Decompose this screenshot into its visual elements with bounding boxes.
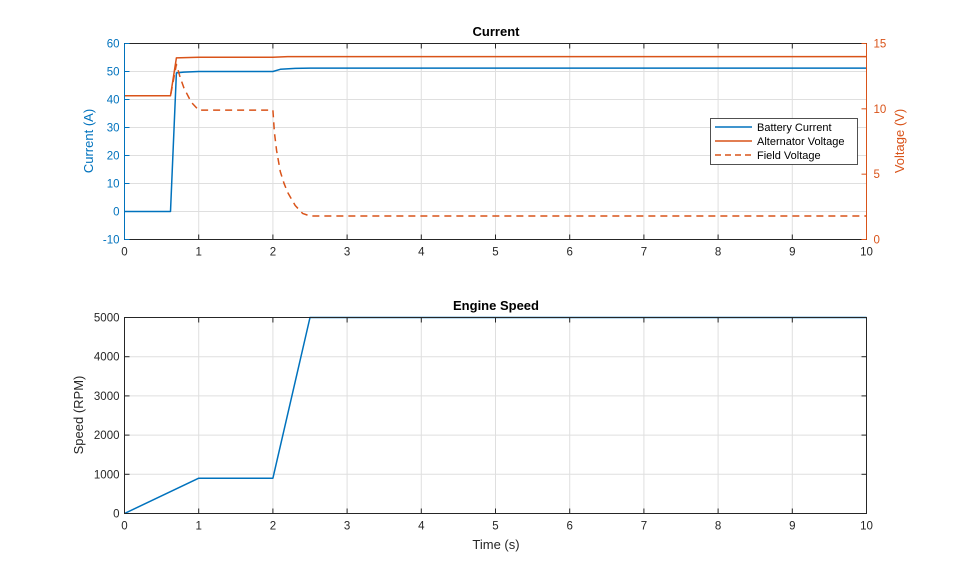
speed-x-tick-label: 3 (344, 521, 350, 533)
engine-speed-chart: 0 1 2 3 4 5 6 7 8 9 10 0 1000 2000 3000 4000 5000 Engine… (71, 298, 873, 552)
current-y2-tick-label: 15 (874, 39, 887, 51)
current-y-tick-label: 10 (107, 179, 120, 191)
current-x-tick-label: 3 (344, 247, 350, 259)
speed-x-tick-label: 4 (418, 521, 425, 533)
current-x-tick-label: 9 (789, 247, 795, 259)
voltage-y-axis-label: Voltage (V) (892, 109, 907, 173)
speed-y-tick-label: 0 (113, 509, 119, 521)
speed-x-tick-label: 10 (860, 521, 873, 533)
current-y-tick-label: 0 (113, 207, 119, 219)
speed-x-tick-label: 6 (566, 521, 572, 533)
current-y-tick-label: 20 (107, 151, 120, 163)
current-x-tick-label: 2 (270, 247, 276, 259)
current-y-tick-label: 30 (107, 123, 120, 135)
speed-y-tick-label: 1000 (94, 469, 120, 481)
speed-x-tick-label: 9 (789, 521, 795, 533)
battery-current-line (124, 67, 867, 213)
speed-y-tick-label: 4000 (94, 352, 120, 364)
speed-x-tick-label: 7 (641, 521, 647, 533)
current-x-tick-label: 0 (121, 247, 127, 259)
speed-y-tick-label: 3000 (94, 391, 120, 403)
speed-x-tick-label: 1 (195, 521, 201, 533)
speed-y-tick-label: 2000 (94, 430, 120, 442)
current-legend: Battery Current Alternator Voltage Field… (710, 118, 858, 165)
current-x-tick-label: 1 (195, 247, 201, 259)
speed-grid (124, 317, 867, 514)
time-x-axis-label: Time (s) (472, 537, 519, 552)
speed-x-tick-label: 2 (270, 521, 276, 533)
speed-x-tick-label: 5 (492, 521, 498, 533)
current-y-tick-label: 60 (107, 39, 120, 51)
speed-chart-title: Engine Speed (453, 298, 539, 313)
speed-y-axis-label: Speed (RPM) (71, 376, 86, 455)
current-x-tick-label: 4 (418, 247, 425, 259)
legend-alternator-voltage-label: Alternator Voltage (757, 136, 844, 148)
current-series-lines (124, 55, 867, 217)
speed-ticks: 0 1 2 3 4 5 6 7 8 9 10 0 1000 2000 3000 4000 5000 (94, 313, 873, 533)
speed-y-tick-label: 5000 (94, 313, 120, 325)
legend-box (710, 118, 858, 165)
current-chart-title: Current (473, 24, 521, 39)
current-y2-tick-label: 0 (874, 235, 880, 247)
legend-battery-current-label: Battery Current (757, 122, 832, 134)
current-x-tick-label: 7 (641, 247, 647, 259)
current-y-tick-label: -10 (103, 235, 120, 247)
speed-x-tick-label: 0 (121, 521, 127, 533)
field-voltage-line (124, 63, 867, 217)
current-y2-tick-label: 10 (874, 104, 887, 116)
current-y-tick-label: 50 (107, 67, 120, 79)
current-x-tick-label: 5 (492, 247, 498, 259)
current-y2-tick-label: 5 (874, 169, 880, 181)
speed-x-tick-label: 8 (715, 521, 721, 533)
current-y-axis-label: Current (A) (81, 109, 96, 173)
current-x-tick-label: 8 (715, 247, 721, 259)
legend-field-voltage-label: Field Voltage (757, 150, 821, 162)
current-x-tick-label: 10 (860, 247, 873, 259)
current-x-tick-label: 6 (566, 247, 572, 259)
current-y-tick-label: 40 (107, 95, 120, 107)
